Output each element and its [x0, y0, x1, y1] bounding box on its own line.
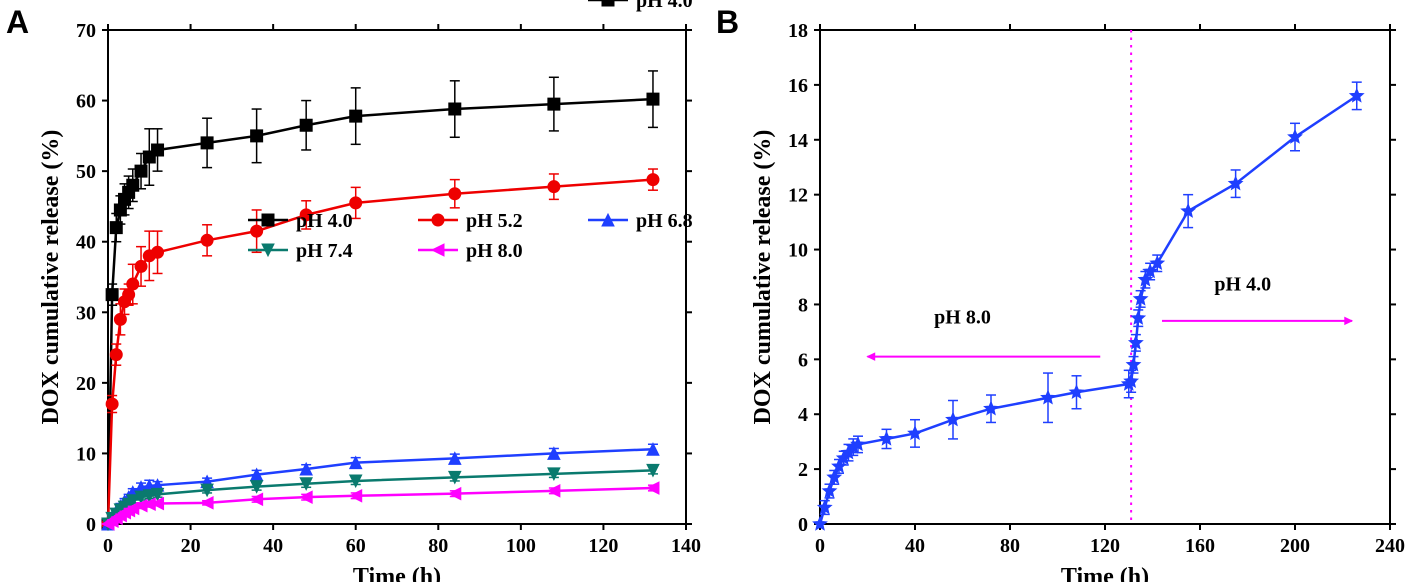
svg-text:2: 2 — [798, 459, 808, 481]
svg-text:60: 60 — [76, 91, 96, 113]
svg-text:6: 6 — [798, 349, 808, 371]
svg-text:20: 20 — [181, 535, 201, 557]
svg-text:140: 140 — [671, 535, 701, 557]
svg-text:40: 40 — [905, 535, 925, 557]
svg-text:18: 18 — [788, 20, 808, 42]
panel-a: A 020406080100120140010203040506070Time … — [0, 0, 720, 582]
svg-text:80: 80 — [1000, 535, 1020, 557]
svg-text:60: 60 — [346, 535, 366, 557]
svg-text:0: 0 — [86, 514, 96, 536]
svg-text:10: 10 — [788, 240, 808, 262]
svg-text:Time (h): Time (h) — [353, 564, 441, 582]
figure: A 020406080100120140010203040506070Time … — [0, 0, 1418, 582]
panel-a-chart: 0 20 40 60 80 100 120 140 0 10 20 30 40 50 60 70 Time (h… — [0, 0, 720, 582]
svg-text:DOX cumulative release (%): DOX cumulative release (%) — [750, 130, 776, 425]
svg-text:pH 6.8: pH 6.8 — [636, 210, 693, 232]
svg-text:0: 0 — [103, 535, 113, 557]
svg-text:120: 120 — [588, 535, 618, 557]
svg-text:4: 4 — [798, 404, 808, 426]
svg-text:40: 40 — [76, 232, 96, 254]
svg-text:70: 70 — [76, 20, 96, 42]
panel-b: B 04080120160200240024681012141618Time (… — [716, 0, 1418, 582]
svg-text:16: 16 — [788, 75, 808, 97]
svg-text:120: 120 — [1090, 535, 1120, 557]
svg-text:50: 50 — [76, 161, 96, 183]
svg-text:DOX cumulative release (%): DOX cumulative release (%) — [38, 130, 64, 425]
svg-text:pH 8.0: pH 8.0 — [466, 240, 523, 262]
svg-text:12: 12 — [788, 185, 808, 207]
svg-text:pH 5.2: pH 5.2 — [466, 210, 523, 232]
svg-text:20: 20 — [76, 373, 96, 395]
svg-text:160: 160 — [1185, 535, 1215, 557]
svg-text:8: 8 — [798, 294, 808, 316]
svg-text:pH 4.0: pH 4.0 — [1214, 274, 1271, 296]
svg-text:pH 7.4: pH 7.4 — [296, 240, 353, 262]
svg-text:240: 240 — [1375, 535, 1405, 557]
svg-text:200: 200 — [1280, 535, 1310, 557]
svg-text:10: 10 — [76, 443, 96, 465]
svg-text:pH 4.0: pH 4.0 — [636, 0, 693, 12]
svg-text:80: 80 — [428, 535, 448, 557]
svg-text:14: 14 — [788, 130, 808, 152]
svg-text:40: 40 — [263, 535, 283, 557]
svg-text:30: 30 — [76, 302, 96, 324]
svg-text:pH 4.0: pH 4.0 — [296, 210, 353, 232]
svg-text:0: 0 — [798, 514, 808, 536]
svg-text:Time (h): Time (h) — [1061, 564, 1149, 582]
svg-text:0: 0 — [815, 535, 825, 557]
svg-text:100: 100 — [506, 535, 536, 557]
svg-text:pH 8.0: pH 8.0 — [934, 307, 991, 329]
panel-b-chart: 0 40 80 120 160 200 240 0 2 4 6 8 10 12 14 16 18 Time (h)… — [716, 0, 1418, 582]
